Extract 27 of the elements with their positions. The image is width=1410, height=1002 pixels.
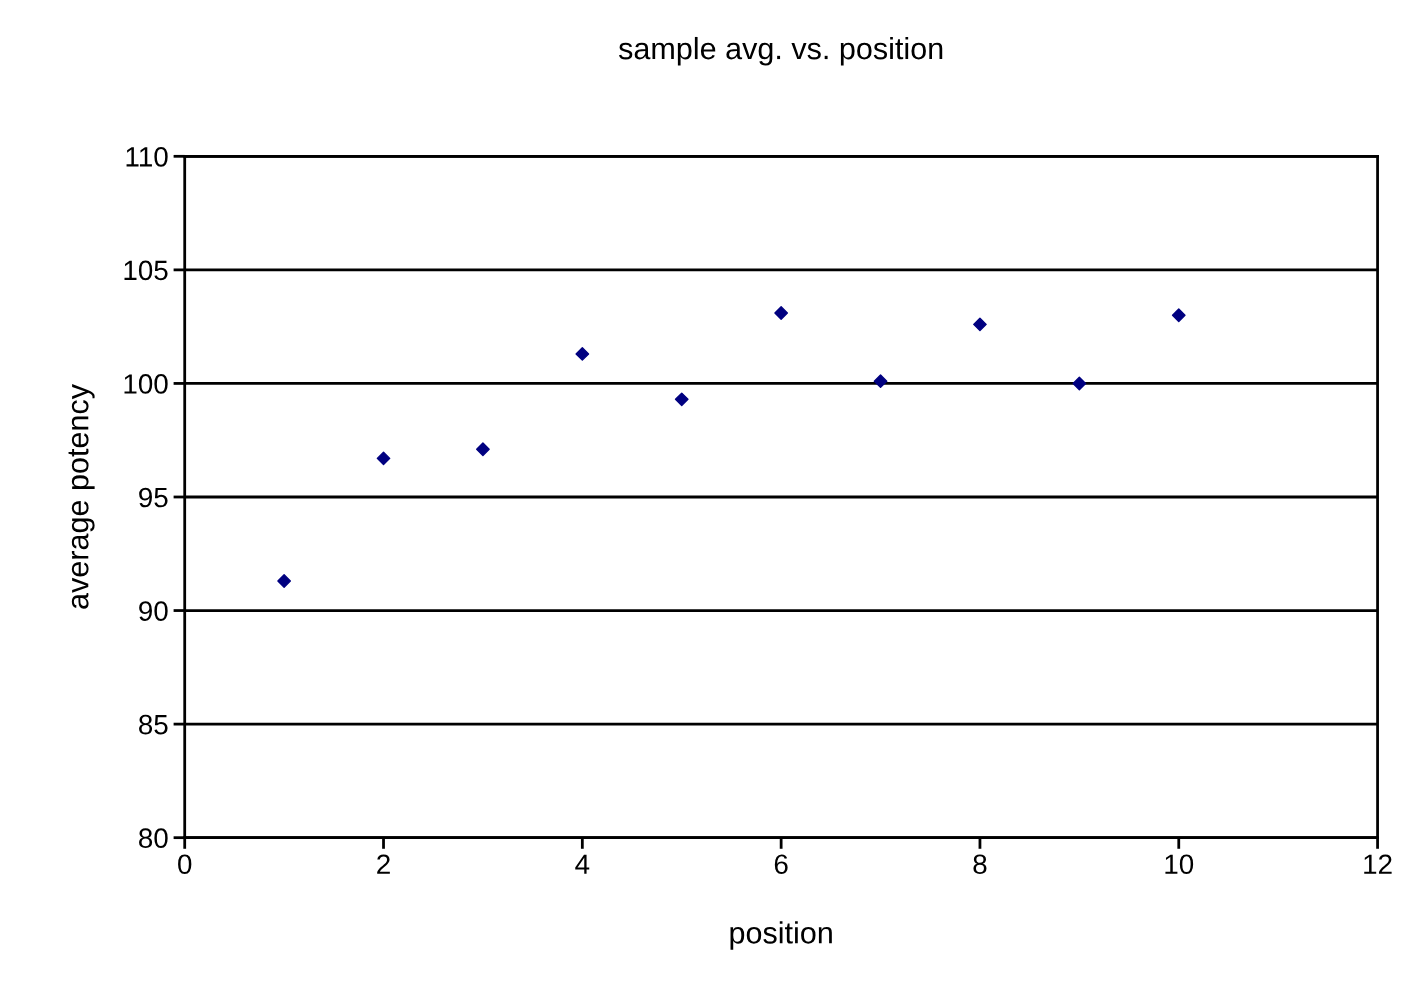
- y-tick-label: 80: [139, 828, 168, 849]
- x-tick-label: 12: [1364, 854, 1392, 874]
- x-tick-label: 4: [575, 854, 590, 874]
- y-tick-label: 100: [124, 374, 168, 394]
- point: [1072, 376, 1087, 391]
- y-tick-label: 95: [139, 487, 168, 508]
- y-tick-label: 90: [139, 601, 168, 621]
- x-tick-label: 10: [1165, 854, 1194, 875]
- y-tick-label: 85: [139, 714, 168, 735]
- point: [873, 374, 888, 389]
- point: [376, 451, 391, 466]
- chart-title: sample avg. vs. position: [618, 36, 943, 66]
- point: [277, 574, 292, 588]
- point: [575, 347, 590, 361]
- x-tick-label: 6: [774, 854, 788, 875]
- x-axis-title: position: [730, 921, 832, 950]
- x-tick-label: 8: [973, 854, 987, 875]
- x-tick-label: 0: [178, 854, 192, 875]
- y-tick-label: 110: [126, 146, 168, 167]
- point: [1171, 308, 1186, 323]
- point: [973, 317, 987, 332]
- y-tick-label: 105: [124, 260, 168, 281]
- point: [774, 306, 789, 320]
- y-axis-title: average potency: [68, 384, 95, 609]
- x-tick-label: 2: [377, 854, 390, 874]
- point: [674, 392, 689, 407]
- point: [476, 442, 490, 457]
